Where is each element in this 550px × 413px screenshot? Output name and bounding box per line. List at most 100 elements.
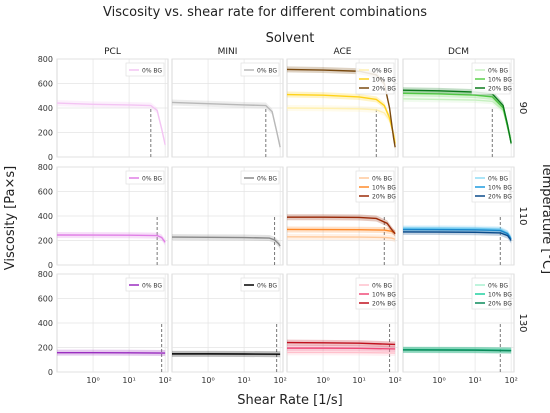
x-tick-label: 10⁰ [201,376,214,385]
y-tick-label: 200 [38,129,53,138]
panel: 10⁰ 10¹ 10² 0% BG 10% BG 20% BG [286,273,402,385]
series-band [287,105,396,143]
legend-box [125,170,165,185]
legend-label: 0% BG [488,283,508,290]
y-tick-label: 0 [48,368,53,377]
series-line [171,101,281,148]
series-line [402,231,512,241]
row-title: 110 [517,206,528,225]
x-tick-label: 10² [273,376,286,385]
y-tick-label: 0 [48,153,53,162]
x-tick-label: 10⁰ [86,376,99,385]
column-title: ACE [334,47,352,57]
y-tick-label: 400 [38,212,53,221]
legend-box [240,277,280,292]
series-band [172,99,281,151]
legend-label: 20% BG [488,86,512,93]
y-axis-label: Viscosity [Pa×s] [3,166,18,270]
series-band [287,214,396,237]
legend-label: 0% BG [488,176,508,183]
x-tick-label: 10¹ [237,376,250,385]
legend-label: 20% BG [488,301,512,308]
legend-label: 0% BG [257,68,277,75]
row-group-label: Temperature [°C] [539,161,550,274]
panel: 0% BG 10% BG 20% BG [402,166,515,266]
series-band [403,90,512,146]
legend-box [240,62,280,77]
series-band [287,233,396,243]
x-tick-label: 10¹ [122,376,135,385]
series-band [403,87,512,147]
panel: 0 200 400 600 800 0% BG [38,55,169,162]
panel: 10⁰ 10¹ 10² 0% BG [171,273,287,385]
y-tick-label: 200 [38,237,53,246]
row-title: 90 [517,102,528,115]
y-tick-label: 600 [38,80,53,89]
legend-label: 10% BG [372,292,396,299]
series-band [403,95,512,142]
legend-label: 0% BG [142,283,162,290]
panel: 0% BG 10% BG 20% BG [286,166,399,266]
legend-box [125,277,165,292]
x-tick-label: 10¹ [352,376,365,385]
series-band [287,91,396,147]
panel: 0 200 400 600 800 10⁰ 10¹ 10² 0% BG [38,270,172,385]
series-line [56,234,166,243]
y-tick-label: 400 [38,104,53,113]
series-line [286,228,396,234]
series-band [57,100,166,148]
panel: 0% BG [171,58,284,158]
legend-label: 0% BG [488,68,508,75]
legend-label: 0% BG [142,68,162,75]
series-line [56,102,166,145]
legend-label: 20% BG [372,301,396,308]
figure-title: Viscosity vs. shear rate for different c… [103,5,427,20]
y-tick-label: 600 [38,188,53,197]
series-line [287,216,396,235]
panel: 0% BG [171,166,284,266]
legend-label: 0% BG [257,176,277,183]
legend-label: 10% BG [488,77,512,84]
legend-label: 10% BG [372,77,396,84]
x-tick-label: 10² [388,376,401,385]
series-line [402,228,512,240]
x-tick-label: 10⁰ [316,376,329,385]
y-tick-label: 200 [38,344,53,353]
legend-label: 10% BG [488,185,512,192]
series-line [287,347,396,350]
y-tick-label: 600 [38,295,53,304]
series-line [402,349,512,352]
y-tick-label: 0 [48,261,53,270]
legend-label: 10% BG [488,292,512,299]
legend-label: 0% BG [372,283,392,290]
legend-label: 0% BG [372,176,392,183]
column-title: MINI [218,47,238,57]
y-tick-label: 800 [38,55,53,64]
legend-label: 10% BG [372,185,396,192]
x-tick-label: 10⁰ [432,376,445,385]
legend-box [125,62,165,77]
series-line [171,236,281,247]
y-tick-label: 800 [38,163,53,172]
column-title: PCL [104,47,121,57]
y-tick-label: 400 [38,319,53,328]
series-line [286,341,396,346]
panel: 0% BG 10% BG 20% BG [402,58,515,158]
series-line [286,236,396,240]
legend-label: 20% BG [488,194,512,201]
legend-label: 0% BG [142,176,162,183]
legend-label: 20% BG [372,86,396,93]
series-line [287,351,396,354]
legend-label: 20% BG [372,194,396,201]
legend-box [240,170,280,185]
legend-label: 0% BG [257,283,277,290]
x-tick-label: 10² [504,376,517,385]
panel: 10⁰ 10¹ 10² 0% BG 10% BG 20% BG [402,273,518,385]
x-tick-label: 10¹ [468,376,481,385]
legend-label: 0% BG [372,68,392,75]
y-tick-label: 800 [38,270,53,279]
panel: 0% BG 10% BG 20% BG [286,58,399,158]
x-axis-label: Shear Rate [1/s] [237,393,342,408]
